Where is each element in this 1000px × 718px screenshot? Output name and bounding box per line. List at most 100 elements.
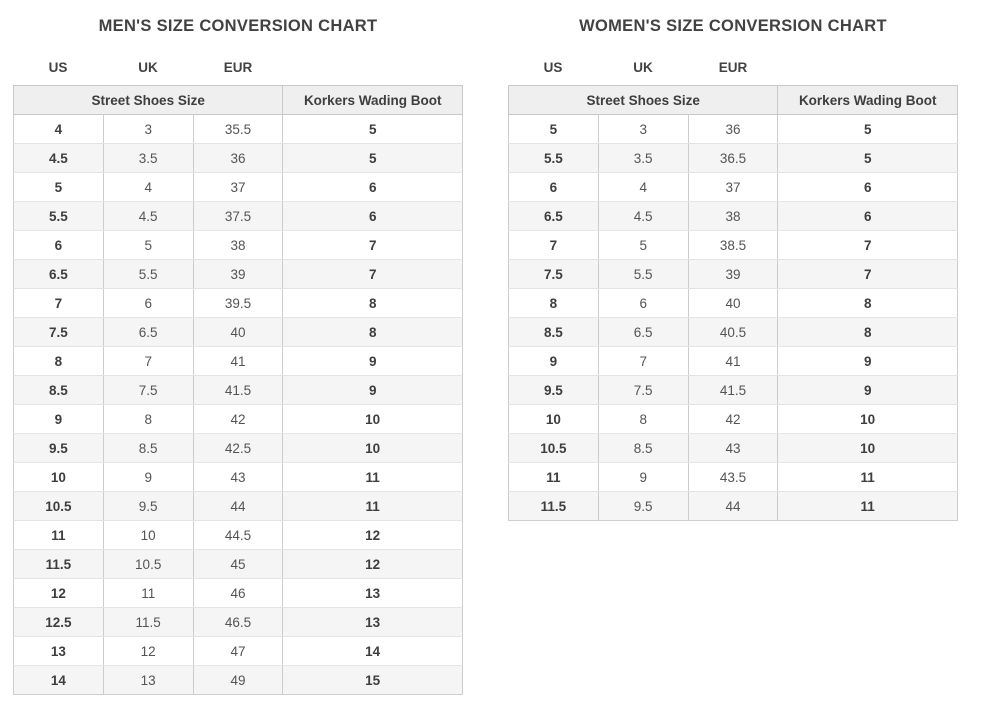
cell-uk: 13 [102,665,194,695]
cell-eur: 36 [687,114,778,144]
cell-uk: 10.5 [102,549,194,579]
cell-uk: 5.5 [597,259,689,289]
cell-uk: 6.5 [102,317,194,347]
cell-eur: 41.5 [687,375,778,405]
cell-uk: 3.5 [597,143,689,173]
cell-uk: 7.5 [102,375,194,405]
cell-boot: 12 [282,549,463,579]
cell-uk: 7 [102,346,194,376]
cell-eur: 42 [192,404,283,434]
cell-eur: 39 [687,259,778,289]
cell-boot: 12 [282,520,463,550]
cell-us: 9 [508,346,599,376]
cell-us: 12.5 [13,607,104,637]
cell-eur: 42 [687,404,778,434]
cell-us: 10 [13,462,104,492]
cell-us: 7 [508,230,599,260]
cell-boot: 14 [282,636,463,666]
cell-boot: 9 [282,375,463,405]
cell-uk: 6 [102,288,194,318]
cell-us: 8.5 [508,317,599,347]
cell-eur: 45 [192,549,283,579]
cell-eur: 37.5 [192,201,283,231]
cell-boot: 11 [777,462,958,492]
cell-uk: 9.5 [102,491,194,521]
cell-uk: 6 [597,288,689,318]
mens-group-header-row: Street Shoes Size Korkers Wading Boot [12,85,463,115]
womens-size-system-labels: US UK EUR [508,59,958,77]
cell-us: 14 [13,665,104,695]
cell-uk: 3 [102,114,194,144]
cell-uk: 5 [597,230,689,260]
womens-group-header-row: Street Shoes Size Korkers Wading Boot [507,85,958,115]
table-row: 4 3 35.5 5 [13,114,463,144]
cell-us: 6.5 [508,201,599,231]
womens-size-chart: WOMEN'S SIZE CONVERSION CHART US UK EUR … [507,14,958,521]
cell-boot: 10 [282,433,463,463]
cell-us: 9 [13,404,104,434]
table-row: 11 10 44.5 12 [13,520,463,550]
cell-uk: 4.5 [597,201,689,231]
table-row: 12 11 46 13 [13,578,463,608]
cell-eur: 38.5 [687,230,778,260]
cell-boot: 9 [282,346,463,376]
cell-uk: 9.5 [597,491,689,521]
mens-label-spacer [283,59,463,77]
cell-eur: 44 [687,491,778,521]
table-row: 6.5 4.5 38 6 [508,201,958,231]
mens-size-chart: MEN'S SIZE CONVERSION CHART US UK EUR St… [12,14,463,695]
cell-uk: 8 [102,404,194,434]
cell-us: 10.5 [13,491,104,521]
table-row: 6 5 38 7 [13,230,463,260]
table-row: 10.5 8.5 43 10 [508,433,958,463]
cell-eur: 38 [687,201,778,231]
cell-eur: 41 [687,346,778,376]
table-row: 11 9 43.5 11 [508,462,958,492]
table-row: 9.5 8.5 42.5 10 [13,433,463,463]
table-row: 5 4 37 6 [13,172,463,202]
cell-boot: 6 [282,201,463,231]
cell-eur: 44.5 [192,520,283,550]
table-row: 9 7 41 9 [508,346,958,376]
cell-us: 7.5 [508,259,599,289]
cell-uk: 8.5 [597,433,689,463]
street-shoes-header: Street Shoes Size [507,85,779,115]
cell-us: 9.5 [508,375,599,405]
table-row: 5.5 4.5 37.5 6 [13,201,463,231]
cell-uk: 5 [102,230,194,260]
cell-eur: 41.5 [192,375,283,405]
table-row: 10 8 42 10 [508,404,958,434]
cell-boot: 8 [777,288,958,318]
cell-eur: 46.5 [192,607,283,637]
cell-eur: 41 [192,346,283,376]
table-row: 5 3 36 5 [508,114,958,144]
cell-uk: 7.5 [597,375,689,405]
cell-eur: 39 [192,259,283,289]
cell-us: 12 [13,578,104,608]
cell-uk: 8.5 [102,433,194,463]
cell-eur: 43.5 [687,462,778,492]
cell-us: 4 [13,114,104,144]
cell-eur: 36.5 [687,143,778,173]
table-row: 8.5 7.5 41.5 9 [13,375,463,405]
cell-us: 6 [508,172,599,202]
cell-boot: 5 [282,143,463,173]
cell-us: 9.5 [13,433,104,463]
cell-eur: 46 [192,578,283,608]
cell-uk: 11.5 [102,607,194,637]
cell-boot: 7 [282,259,463,289]
cell-us: 5 [508,114,599,144]
table-row: 7.5 5.5 39 7 [508,259,958,289]
cell-us: 10 [508,404,599,434]
cell-uk: 3 [597,114,689,144]
cell-boot: 11 [282,491,463,521]
cell-boot: 6 [282,172,463,202]
cell-uk: 4.5 [102,201,194,231]
wading-boot-header: Korkers Wading Boot [777,85,958,115]
cell-us: 6.5 [13,259,104,289]
cell-us: 5 [13,172,104,202]
table-row: 14 13 49 15 [13,665,463,695]
cell-us: 7.5 [13,317,104,347]
cell-eur: 49 [192,665,283,695]
